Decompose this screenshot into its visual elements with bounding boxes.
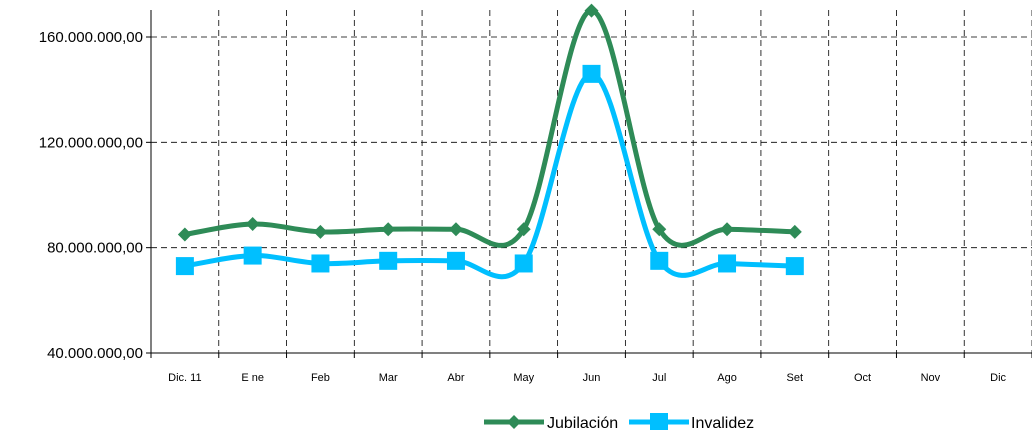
legend: Jubilación Invalidez — [484, 413, 754, 430]
x-tick-label: Set — [787, 372, 804, 384]
x-tick-label: Dic. 11 — [168, 372, 201, 384]
data-point-square — [446, 251, 465, 270]
data-point-diamond — [652, 222, 667, 237]
data-point-diamond — [720, 222, 735, 237]
data-point-square — [311, 254, 330, 273]
legend-marker-diamond — [507, 415, 521, 429]
data-point-diamond — [448, 222, 463, 237]
data-point-square — [514, 254, 533, 273]
legend-marker-square — [650, 413, 668, 430]
x-tick-label: Mar — [379, 372, 398, 384]
data-point-diamond — [584, 3, 599, 18]
series-layer — [175, 3, 804, 280]
grid-layer — [151, 10, 1032, 353]
x-tick-label: Feb — [311, 372, 330, 384]
data-point-square — [379, 251, 398, 270]
x-tick-label: Jul — [652, 372, 666, 384]
x-tick-label: Ago — [717, 372, 737, 384]
legend-label: Jubilación — [547, 415, 618, 430]
y-tick-label: 160.000.000,00 — [39, 29, 143, 46]
x-tick-label: Oct — [854, 372, 871, 384]
data-point-square — [785, 257, 804, 276]
x-tick-label: May — [513, 372, 534, 384]
data-point-square — [650, 251, 669, 270]
x-tick-label: E ne — [241, 372, 264, 384]
x-tick-label: Nov — [921, 372, 941, 384]
data-point-diamond — [313, 224, 328, 239]
x-tick-label: Jun — [583, 372, 601, 384]
axis-layer — [150, 10, 1032, 354]
x-tick-label: Abr — [447, 372, 464, 384]
data-point-diamond — [177, 227, 192, 242]
y-tick-label: 120.000.000,00 — [39, 134, 143, 151]
data-point-square — [175, 257, 194, 276]
data-point-diamond — [787, 224, 802, 239]
data-point-diamond — [381, 222, 396, 237]
y-tick-label: 40.000.000,00 — [47, 345, 143, 362]
x-axis-ticks: Dic. 11 E ne Feb Mar Abr May Jun Jul Ago Set Oct No… — [150, 353, 1032, 384]
y-axis-ticks: 40.000.000,00 80.000.000,00 120.000.000,00… — [39, 29, 151, 362]
data-point-square — [718, 254, 737, 273]
data-point-diamond — [516, 222, 531, 237]
data-point-square — [243, 246, 262, 265]
y-tick-label: 80.000.000,00 — [47, 240, 143, 257]
data-point-diamond — [245, 216, 260, 231]
x-tick-label: Dic — [990, 372, 1006, 384]
legend-label: Invalidez — [691, 415, 754, 430]
data-point-square — [582, 64, 601, 83]
